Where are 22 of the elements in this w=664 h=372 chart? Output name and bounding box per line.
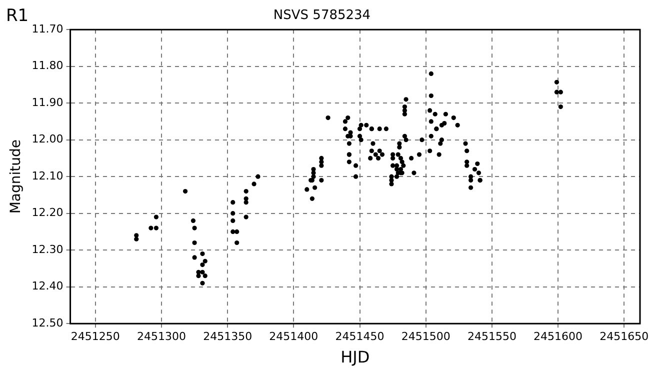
y-tick-label: 11.90 — [32, 96, 64, 109]
y-axis-title: Magnitude — [8, 140, 24, 214]
text: R1 — [6, 6, 29, 26]
y-tick-label: 12.40 — [32, 280, 64, 293]
y-tick-label: 12.20 — [32, 206, 64, 220]
x-tick-label: 2451300 — [136, 330, 186, 344]
y-tick-label: 11.80 — [32, 59, 64, 72]
y-tick-label: 12.10 — [32, 169, 64, 182]
y-tick-label: 12.30 — [32, 242, 64, 256]
x-tick-label: 2451500 — [401, 330, 450, 344]
y-tick-label: 11.70 — [32, 22, 64, 36]
x-tick-label: 2451600 — [534, 330, 583, 344]
x-tick-label: 2451450 — [335, 330, 384, 344]
x-tick-label: 2451400 — [269, 330, 318, 344]
y-tick-label: 12.00 — [32, 132, 64, 146]
x-tick-label: 2451650 — [600, 330, 649, 344]
chart-title: NSVS 5785234 — [273, 8, 371, 24]
x-axis-title: HJD — [340, 348, 370, 367]
x-tick-label: 2451550 — [467, 330, 516, 344]
y-tick-label: 12.50 — [32, 316, 64, 330]
x-tick-label: 2451250 — [70, 330, 120, 344]
x-tick-label: 2451350 — [203, 330, 252, 344]
